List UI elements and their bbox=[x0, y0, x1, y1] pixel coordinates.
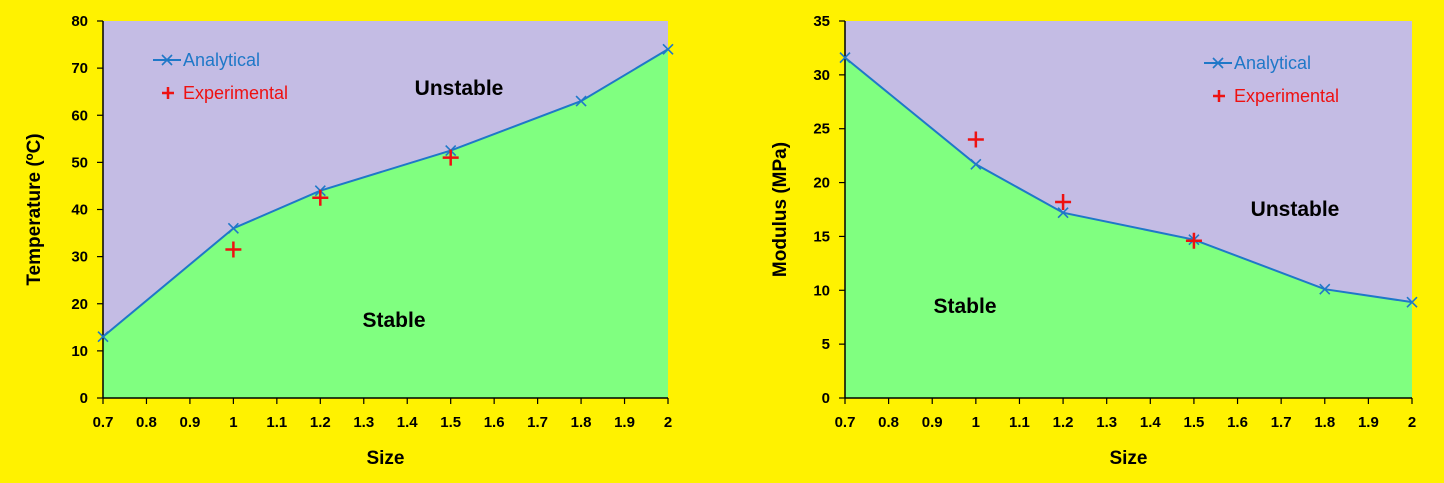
legend-analytical-marker bbox=[161, 54, 173, 66]
experimental-point bbox=[1185, 232, 1202, 249]
x-tick-label: 1.9 bbox=[1358, 414, 1379, 431]
x-tick-label: 1.6 bbox=[1227, 414, 1248, 431]
legend-analytical-label: Analytical bbox=[1234, 53, 1311, 73]
x-tick-label: 1.5 bbox=[440, 414, 461, 431]
y-tick-label: 15 bbox=[813, 228, 830, 245]
x-axis-title: Size bbox=[366, 448, 404, 469]
analytical-point bbox=[839, 52, 851, 64]
experimental-point bbox=[1055, 193, 1072, 210]
y-tick-label: 30 bbox=[813, 67, 830, 84]
x-tick-label: 1 bbox=[229, 414, 237, 431]
x-tick-label: 1.1 bbox=[1009, 414, 1030, 431]
x-tick-label: 0.8 bbox=[136, 414, 157, 431]
stable-label: Stable bbox=[933, 295, 996, 318]
x-tick-label: 1.5 bbox=[1183, 414, 1204, 431]
analytical-line bbox=[102, 48, 669, 338]
analytical-line bbox=[844, 56, 1413, 304]
x-tick-label: 1.2 bbox=[310, 414, 331, 431]
chart-1: 0 10 20 30 40 50 60 70 80 0.7 0.8 0.9 1 1.1 1.2 1.3 1.4 1… bbox=[24, 13, 674, 469]
x-tick-label: 1.3 bbox=[353, 414, 374, 431]
legend-experimental-label: Experimental bbox=[1234, 86, 1339, 106]
x-tick-label: 2 bbox=[664, 414, 672, 431]
legend-analytical-label: Analytical bbox=[183, 50, 260, 70]
x-tick-label: 1 bbox=[972, 414, 980, 431]
x-tick-label: 1.8 bbox=[571, 414, 592, 431]
experimental-point bbox=[442, 149, 459, 166]
analytical-point bbox=[227, 222, 239, 234]
stable-label: Stable bbox=[362, 309, 425, 332]
y-tick-label: 10 bbox=[71, 343, 88, 360]
experimental-point bbox=[312, 189, 329, 206]
y-axis-title: Modulus (MPa) bbox=[770, 142, 791, 277]
x-tick-label: 1.4 bbox=[397, 414, 419, 431]
stable-region bbox=[845, 57, 1412, 398]
y-tick-label: 10 bbox=[813, 282, 830, 299]
legend-experimental-label: Experimental bbox=[183, 83, 288, 103]
unstable-label: Unstable bbox=[1251, 198, 1340, 221]
legend: Analytical Experimental bbox=[153, 50, 288, 103]
analytical-point bbox=[970, 158, 982, 170]
y-tick-label: 30 bbox=[71, 249, 88, 266]
y-axis-title: Temperature (ºC) bbox=[24, 133, 45, 285]
experimental-point bbox=[967, 131, 984, 148]
x-tick-label: 1.7 bbox=[527, 414, 548, 431]
legend: Analytical Experimental bbox=[1204, 53, 1339, 106]
experimental-point bbox=[225, 241, 242, 258]
analytical-point bbox=[575, 95, 587, 107]
y-tick-label: 40 bbox=[71, 202, 88, 219]
x-tick-label: 0.9 bbox=[179, 414, 200, 431]
x-tick-label: 0.8 bbox=[878, 414, 899, 431]
x-tick-label: 0.9 bbox=[922, 414, 943, 431]
chart-2: 0 5 10 15 20 25 30 35 0.7 0.8 0.9 1 1.1 1.2 1.3 1.4 1.5 1… bbox=[770, 13, 1418, 469]
x-tick-label: 1.1 bbox=[266, 414, 287, 431]
legend-experimental-marker bbox=[1213, 90, 1225, 102]
stable-region bbox=[103, 49, 668, 399]
analytical-point bbox=[1406, 296, 1418, 308]
x-tick-label: 0.7 bbox=[93, 414, 114, 431]
y-tick-label: 60 bbox=[71, 107, 88, 124]
unstable-label: Unstable bbox=[415, 77, 504, 100]
x-tick-label: 1.3 bbox=[1096, 414, 1117, 431]
y-tick-label: 20 bbox=[71, 296, 88, 313]
y-tick-label: 0 bbox=[80, 390, 88, 407]
x-tick-label: 1.6 bbox=[484, 414, 505, 431]
x-axis-title: Size bbox=[1109, 448, 1147, 469]
analytical-point bbox=[1319, 283, 1331, 295]
x-tick-label: 2 bbox=[1408, 414, 1416, 431]
y-tick-label: 0 bbox=[822, 390, 830, 407]
y-tick-label: 70 bbox=[71, 60, 88, 77]
legend-analytical-marker bbox=[1212, 57, 1224, 69]
analytical-point bbox=[97, 331, 109, 343]
y-tick-label: 20 bbox=[813, 175, 830, 192]
analytical-point bbox=[662, 43, 674, 55]
y-tick-label: 50 bbox=[71, 154, 88, 171]
y-tick-label: 25 bbox=[813, 121, 830, 138]
x-tick-label: 1.7 bbox=[1271, 414, 1292, 431]
x-tick-label: 1.9 bbox=[614, 414, 635, 431]
x-tick-label: 1.4 bbox=[1140, 414, 1162, 431]
y-tick-label: 80 bbox=[71, 13, 88, 30]
x-tick-label: 0.7 bbox=[835, 414, 856, 431]
x-tick-label: 1.8 bbox=[1314, 414, 1335, 431]
y-tick-label: 5 bbox=[822, 336, 830, 353]
legend-experimental-marker bbox=[162, 87, 174, 99]
analytical-point bbox=[1057, 207, 1069, 219]
y-tick-label: 35 bbox=[813, 13, 830, 30]
x-tick-label: 1.2 bbox=[1053, 414, 1074, 431]
